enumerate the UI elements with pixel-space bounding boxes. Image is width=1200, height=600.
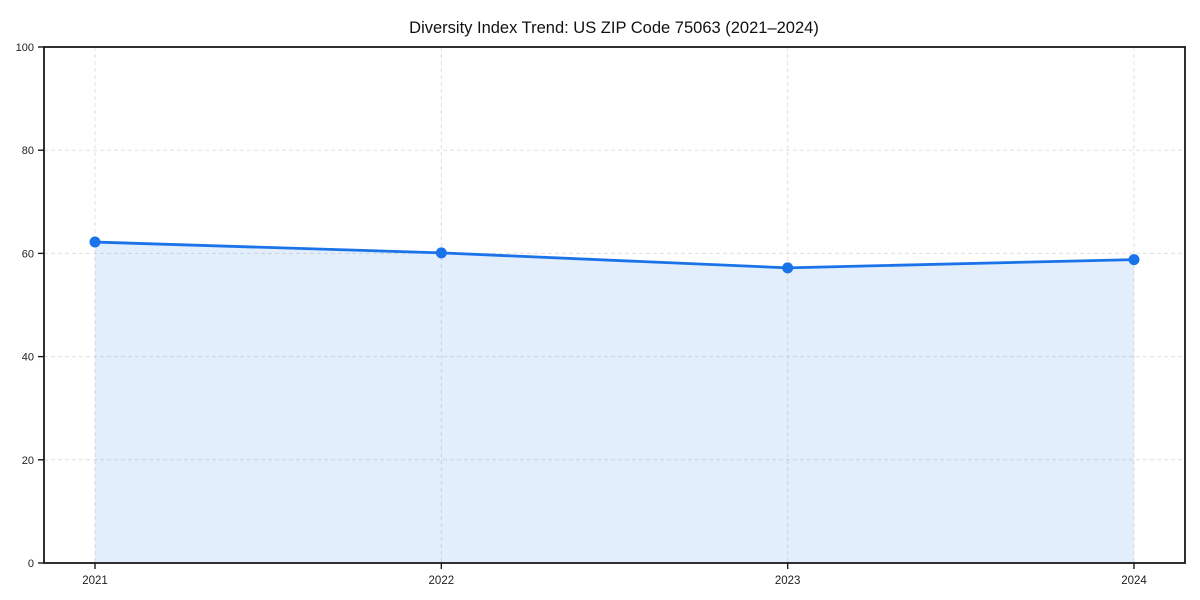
y-tick-label: 20	[22, 455, 34, 467]
y-tick-label: 40	[22, 352, 34, 364]
plot-area: 0 20 40 60 80 100 2021 2022 2023 2024	[16, 42, 1186, 587]
plot-border	[43, 46, 1186, 564]
x-tick-label: 2023	[775, 575, 801, 587]
data-point-marker	[435, 247, 447, 259]
trend-line	[93, 240, 1136, 270]
data-point-marker	[782, 262, 794, 274]
x-tick-label: 2022	[429, 575, 455, 587]
x-tick-label: 2021	[82, 575, 108, 587]
data-point-marker	[89, 236, 101, 248]
y-tick-label: 80	[22, 145, 34, 157]
y-tick-label: 0	[28, 558, 34, 570]
x-tick-label: 2024	[1121, 575, 1147, 587]
chart-title: Diversity Index Trend: US ZIP Code 75063…	[409, 19, 819, 37]
y-tick-label: 60	[22, 248, 34, 260]
data-point-marker	[1128, 254, 1140, 266]
area-fill	[95, 242, 1134, 563]
y-tick-label: 100	[16, 42, 34, 54]
